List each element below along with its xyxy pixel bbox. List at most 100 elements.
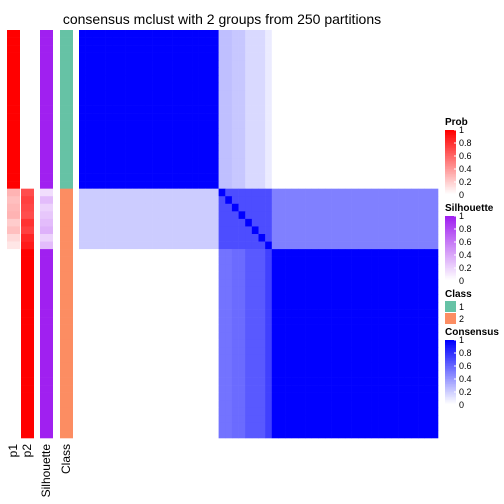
- consensus-cell-36-9: [138, 302, 146, 310]
- consensus-cell-22-42: [358, 196, 366, 205]
- consensus-cell-11-7: [125, 113, 133, 121]
- consensus-cell-16-50: [411, 150, 419, 159]
- consensus-cell-40-36: [318, 332, 326, 341]
- consensus-cell-25-32: [291, 218, 299, 227]
- consensus-cell-21-44: [371, 188, 379, 197]
- consensus-cell-51-29: [271, 415, 279, 424]
- legend-1-gradient-step: [445, 246, 456, 249]
- consensus-cell-36-23: [231, 302, 239, 310]
- consensus-cell-28-36: [318, 241, 326, 250]
- consensus-cell-38-11: [152, 317, 160, 325]
- consensus-cell-6-23: [231, 75, 239, 84]
- consensus-cell-22-31: [285, 196, 293, 205]
- consensus-cell-52-0: [79, 422, 86, 431]
- consensus-cell-30-5: [112, 256, 120, 265]
- consensus-cell-49-1: [85, 400, 93, 409]
- p1-cell-43: [7, 354, 20, 363]
- consensus-cell-27-10: [145, 234, 153, 242]
- consensus-cell-22-52: [424, 196, 432, 205]
- consensus-cell-16-23: [231, 150, 239, 159]
- consensus-cell-29-10: [145, 249, 153, 257]
- consensus-cell-16-2: [92, 150, 100, 159]
- consensus-cell-35-39: [338, 294, 346, 303]
- consensus-cell-25-29: [271, 218, 279, 227]
- p1-cell-49: [7, 400, 20, 409]
- consensus-cell-23-14: [172, 203, 180, 212]
- consensus-cell-8-45: [378, 90, 386, 99]
- consensus-cell-21-39: [338, 188, 346, 197]
- consensus-cell-9-42: [358, 98, 366, 106]
- consensus-cell-22-48: [398, 196, 406, 205]
- consensus-cell-10-9: [138, 105, 146, 114]
- consensus-cell-12-35: [311, 120, 319, 129]
- consensus-cell-8-5: [112, 90, 120, 99]
- consensus-cell-27-9: [138, 234, 146, 242]
- consensus-cell-38-8: [132, 317, 140, 325]
- legend-3-gradient-step: [445, 392, 456, 395]
- consensus-cell-18-31: [285, 166, 293, 174]
- consensus-cell-46-42: [358, 377, 366, 386]
- consensus-cell-41-45: [378, 339, 386, 348]
- consensus-cell-24-48: [398, 211, 406, 220]
- consensus-cell-1-21: [218, 37, 226, 46]
- consensus-cell-21-35: [311, 188, 319, 197]
- consensus-cell-41-3: [98, 339, 106, 348]
- consensus-cell-19-44: [371, 173, 379, 182]
- consensus-cell-12-47: [391, 120, 399, 129]
- consensus-cell-39-25: [245, 324, 253, 333]
- legend-1-gradient-step: [445, 233, 456, 236]
- consensus-cell-20-10: [145, 181, 153, 189]
- consensus-cell-35-7: [125, 294, 133, 303]
- consensus-cell-21-27: [258, 188, 266, 197]
- consensus-cell-5-20: [211, 67, 219, 76]
- consensus-cell-26-23: [231, 226, 239, 235]
- legend-3-gradient-step: [445, 383, 456, 386]
- consensus-cell-32-20: [211, 271, 219, 280]
- consensus-cell-20-46: [384, 181, 392, 189]
- consensus-cell-47-42: [358, 385, 366, 393]
- consensus-cell-21-48: [398, 188, 406, 197]
- consensus-cell-14-28: [265, 135, 273, 144]
- consensus-cell-51-25: [245, 415, 253, 424]
- consensus-cell-41-50: [411, 339, 419, 348]
- consensus-cell-16-3: [98, 150, 106, 159]
- consensus-cell-20-26: [251, 181, 259, 189]
- consensus-cell-2-42: [358, 45, 366, 53]
- consensus-cell-50-29: [271, 407, 279, 416]
- consensus-cell-17-48: [398, 158, 406, 167]
- consensus-cell-19-25: [245, 173, 253, 182]
- consensus-cell-7-25: [245, 82, 253, 91]
- consensus-cell-53-53: [431, 430, 439, 439]
- consensus-cell-19-45: [378, 173, 386, 182]
- consensus-cell-19-40: [344, 173, 352, 182]
- consensus-cell-46-34: [305, 377, 312, 386]
- p2-cell-10: [21, 105, 34, 114]
- class-cell-24: [60, 211, 73, 220]
- consensus-cell-24-37: [324, 211, 332, 220]
- consensus-cell-42-51: [418, 347, 426, 356]
- consensus-cell-34-36: [318, 286, 326, 295]
- consensus-cell-2-43: [364, 45, 372, 53]
- consensus-cell-14-31: [285, 135, 293, 144]
- consensus-cell-47-7: [125, 385, 133, 393]
- consensus-cell-13-28: [265, 128, 273, 137]
- consensus-cell-42-25: [245, 347, 253, 356]
- consensus-cell-23-6: [118, 203, 126, 212]
- p2-cell-13: [21, 128, 34, 137]
- consensus-cell-31-45: [378, 264, 386, 273]
- consensus-cell-4-19: [205, 60, 213, 69]
- consensus-cell-52-46: [384, 422, 392, 431]
- consensus-cell-11-9: [138, 113, 146, 121]
- consensus-cell-3-18: [198, 52, 206, 61]
- consensus-cell-48-42: [358, 392, 366, 401]
- consensus-cell-32-50: [411, 271, 419, 280]
- consensus-cell-48-24: [238, 392, 246, 401]
- consensus-cell-36-17: [192, 302, 199, 310]
- consensus-cell-36-2: [92, 302, 100, 310]
- consensus-cell-0-4: [105, 30, 113, 38]
- consensus-cell-12-23: [231, 120, 239, 129]
- consensus-cell-43-13: [165, 354, 173, 363]
- consensus-cell-4-32: [291, 60, 299, 69]
- consensus-cell-3-11: [152, 52, 160, 61]
- consensus-cell-39-30: [278, 324, 286, 333]
